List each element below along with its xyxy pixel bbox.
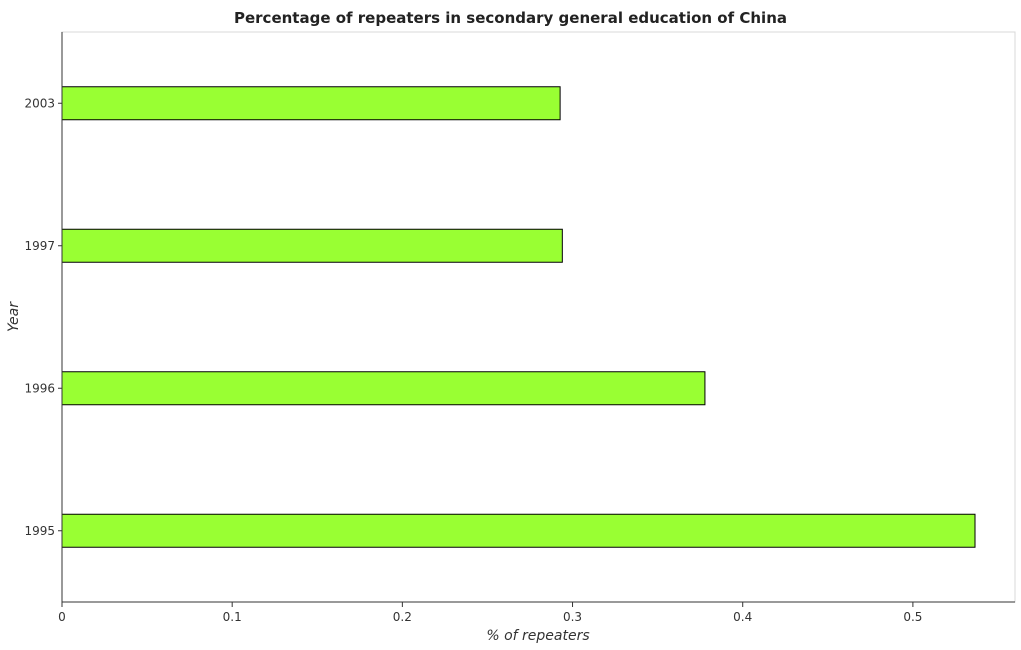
- x-tick-label-0.3: 0.3: [563, 610, 582, 624]
- y-tick-label-1997: 1997: [24, 239, 55, 253]
- bar-1997: [61, 228, 563, 263]
- bar-2003: [61, 86, 561, 121]
- bar-1995: [61, 513, 976, 548]
- chart-title: Percentage of repeaters in secondary gen…: [233, 9, 787, 27]
- axes-layer: 1995 1996 1997 2003 0 0.1 0.2 0.3 0.4 0.5: [24, 32, 1015, 624]
- bar-1996: [61, 371, 706, 406]
- y-tick-label-1996: 1996: [24, 381, 55, 395]
- x-tick-label-0: 0: [58, 610, 66, 624]
- y-axis-title: Year: [6, 301, 22, 332]
- plot-area: [61, 31, 1016, 603]
- bars-layer: [61, 86, 976, 548]
- y-tick-label-1995: 1995: [24, 524, 55, 538]
- x-tick-label-0.5: 0.5: [903, 610, 922, 624]
- x-axis-title: % of repeaters: [486, 628, 589, 644]
- x-tick-label-0.4: 0.4: [733, 610, 752, 624]
- x-tick-label-0.1: 0.1: [223, 610, 242, 624]
- y-tick-label-2003: 2003: [24, 96, 55, 110]
- x-tick-label-0.2: 0.2: [393, 610, 412, 624]
